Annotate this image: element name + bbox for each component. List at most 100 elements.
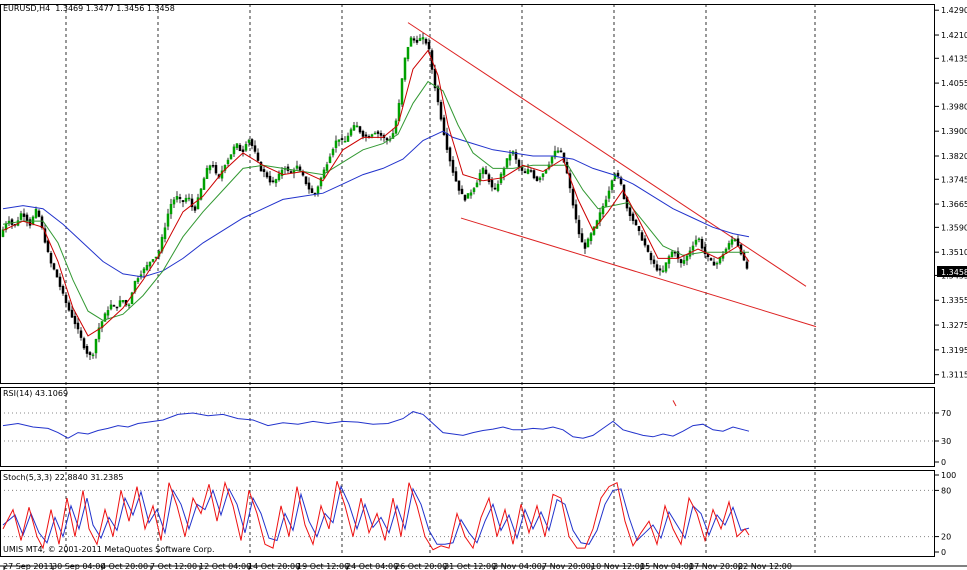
price-tick-label: 1.3900: [941, 127, 967, 136]
price-tick-label: 1.3745: [941, 175, 967, 184]
candle-body: [376, 131, 380, 134]
price-tick-label: 1.3980: [941, 102, 967, 111]
candle-body: [586, 238, 590, 248]
time-tick-label: 27 Sep 2011: [3, 562, 54, 570]
price-tick-label: 1.3590: [941, 223, 967, 232]
candle-body: [127, 304, 131, 307]
candle-body: [247, 139, 251, 143]
candle-body: [211, 165, 215, 167]
candle-body: [346, 135, 350, 142]
candle-body: [475, 182, 479, 188]
candle-body: [43, 228, 47, 243]
candle-body: [523, 171, 527, 174]
candle-body: [154, 256, 158, 259]
candle-body: [439, 101, 443, 120]
candle-body: [535, 176, 539, 181]
candle-body: [85, 346, 89, 354]
time-tick-label: 15 Nov 04:00: [640, 562, 694, 570]
candle-body: [640, 232, 644, 241]
candle-body: [64, 294, 68, 304]
candle-body: [112, 305, 116, 307]
candle-body: [667, 256, 671, 264]
candle-body: [643, 238, 647, 246]
price-tick-label: 1.4135: [941, 54, 967, 63]
candle-body: [364, 134, 368, 137]
candle-body: [682, 260, 686, 264]
candle-body: [226, 159, 230, 165]
candle-body: [559, 150, 563, 153]
candle-body: [493, 187, 497, 190]
candle-body: [604, 199, 608, 207]
candle-body: [289, 171, 293, 173]
candle-body: [271, 180, 275, 183]
candle-body: [553, 150, 557, 158]
candle-body: [25, 214, 29, 222]
candle-body: [229, 154, 233, 160]
time-tick-label: 7 Oct 12:00: [150, 562, 197, 570]
candle-body: [448, 147, 452, 162]
stoch-lines: [2, 480, 750, 551]
candle-body: [634, 219, 638, 226]
candle-body: [172, 199, 176, 205]
candle-body: [646, 245, 650, 252]
candle-body: [421, 37, 425, 40]
candle-body: [19, 213, 23, 220]
axis-ticks: 1.4290 1.4210 1.4135 1.4055 1.3980 1.3900 1.38…: [3, 6, 967, 570]
candle-body: [310, 188, 314, 194]
rsi-marker: [672, 400, 677, 407]
candle-body: [661, 270, 665, 273]
candle-body: [190, 198, 194, 208]
candle-body: [298, 166, 302, 171]
stoch-tick-label: 0: [941, 548, 946, 557]
candle-body: [22, 213, 26, 217]
trendline: [407, 22, 807, 287]
candle-body: [460, 188, 464, 195]
candle-body: [589, 233, 593, 242]
candle-body: [607, 190, 611, 199]
candle-body: [391, 133, 395, 139]
grid-lines: [0, 4, 935, 557]
candle-body: [67, 302, 71, 311]
trendlines[interactable]: [407, 22, 817, 328]
candle-body: [358, 126, 362, 133]
candle-body: [148, 261, 152, 267]
time-tick-label: 17 Nov 20:00: [689, 562, 743, 570]
candle-body: [601, 206, 605, 215]
candle-body: [637, 226, 641, 232]
candle-body: [193, 206, 197, 211]
candle-body: [412, 38, 416, 41]
candle-body: [502, 168, 506, 176]
candle-body: [145, 265, 149, 270]
candle-body: [331, 149, 335, 156]
candle-body: [673, 251, 677, 254]
price-tick-label: 1.4290: [941, 6, 967, 15]
candle-body: [76, 322, 80, 330]
candle-body: [457, 180, 461, 191]
candle-body: [745, 261, 749, 269]
candle-body: [685, 255, 689, 261]
price-tick-label: 1.3275: [941, 321, 967, 330]
candle-body: [694, 239, 698, 245]
candle-body: [208, 165, 212, 171]
ma-mid-line: [2, 80, 749, 321]
stoch-tick-label: 100: [941, 471, 956, 480]
rsi-tick-label: 70: [941, 409, 951, 418]
candle-body: [103, 313, 107, 322]
candle-body: [244, 144, 248, 151]
rsi-lines: [2, 400, 750, 439]
candle-body: [526, 169, 530, 174]
candle-body: [34, 208, 38, 218]
candle-body: [496, 183, 500, 191]
candle-body: [82, 338, 86, 349]
time-tick-label: 7 Nov 20:00: [542, 562, 591, 570]
candle-body: [580, 233, 584, 243]
candle-body: [151, 259, 155, 262]
current-price-label: 1.3458: [941, 268, 967, 277]
moving-averages: [2, 49, 750, 337]
candle-body: [613, 174, 617, 179]
candle-body: [619, 177, 623, 185]
candle-body: [52, 263, 56, 270]
ohlc-label: 1.3469 1.3477 1.3456 1.3458: [55, 4, 175, 13]
stoch-tick-label: 80: [941, 486, 951, 495]
